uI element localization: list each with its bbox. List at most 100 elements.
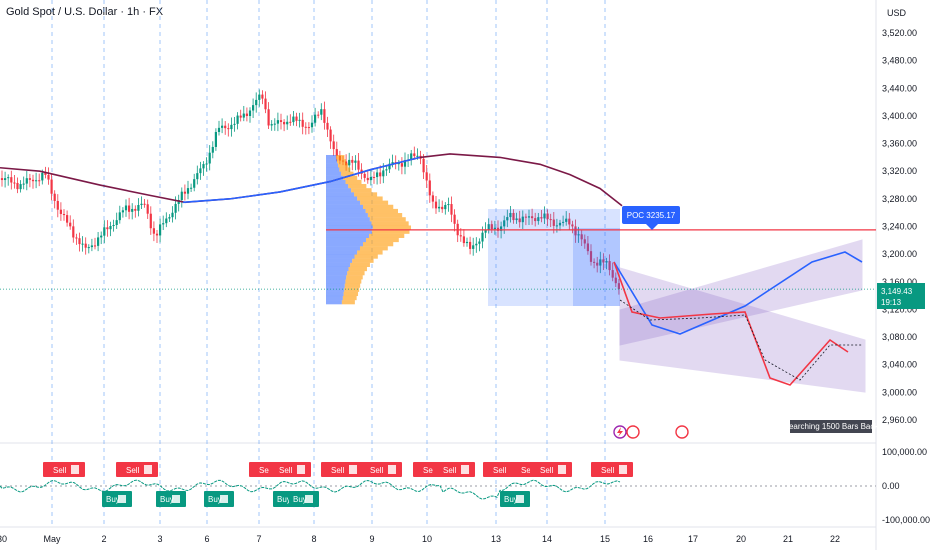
candle-body (202, 164, 205, 169)
candle-body (264, 98, 267, 110)
candle-body (190, 187, 193, 189)
candle-body (146, 204, 149, 214)
buy-tag-label: Buy (160, 495, 174, 504)
candle-body (546, 213, 549, 220)
candle-body (149, 213, 152, 229)
volume-bar-blue (326, 204, 363, 209)
lightning-event-glyph (617, 427, 623, 437)
volume-bar-orange (366, 237, 399, 243)
candle-body (75, 237, 78, 239)
candle-body (558, 222, 562, 226)
candle-body (152, 228, 155, 234)
candle-body (583, 239, 586, 244)
candle-body (524, 216, 527, 218)
candle-body (425, 172, 428, 181)
candle-body (50, 179, 53, 194)
candle-body (413, 153, 416, 157)
candle-body (605, 261, 608, 263)
candle-body (186, 188, 190, 194)
sell-arrow-icon (144, 465, 152, 474)
candle-body (332, 141, 335, 150)
channel-up (619, 239, 863, 346)
volume-bar-blue (326, 196, 358, 201)
candle-body (422, 158, 425, 173)
sell-signal-tag: Sell (43, 462, 85, 477)
volume-bar-blue (326, 154, 337, 160)
candle-body (22, 183, 25, 185)
candle-body (16, 182, 19, 190)
y-tick-label: 3,120.00 (882, 304, 917, 314)
x-tick-label: 14 (542, 534, 552, 544)
x-tick-label: 8 (311, 534, 316, 544)
volume-bar-blue (326, 221, 372, 226)
candle-body (326, 122, 329, 130)
sell-tag-label: Sell (521, 466, 535, 475)
buy-arrow-icon (220, 495, 228, 503)
y-tick-label: 2,960.00 (882, 415, 917, 425)
sell-tag-label: Sell (423, 466, 437, 475)
candle-body (462, 236, 465, 244)
candle-body (431, 195, 434, 202)
candle-body (376, 172, 379, 178)
candle-body (7, 177, 10, 179)
volume-bar-orange (341, 171, 354, 176)
sell-signal-tag: Sell (269, 462, 311, 477)
candle-body (403, 160, 407, 167)
volume-bar-blue (326, 254, 355, 259)
candle-body (66, 215, 69, 223)
channel-down (619, 267, 866, 393)
candle-body (562, 221, 565, 223)
volume-bar-orange (360, 200, 389, 205)
volume-bar-orange (345, 279, 362, 284)
price-badge-value: 3,149.43 (881, 287, 913, 296)
candle-body (459, 235, 462, 237)
candle-body (140, 203, 143, 206)
candle-body (270, 124, 273, 126)
candle-body (69, 222, 72, 227)
volume-bar-blue (326, 283, 345, 288)
candle-body (183, 191, 186, 194)
x-tick-label: 13 (491, 534, 501, 544)
candle-body (258, 94, 261, 100)
candle-body (137, 205, 140, 211)
y-tick-label: 3,440.00 (882, 83, 917, 93)
candle-body (56, 200, 59, 210)
candle-body (614, 277, 617, 284)
currency-label: USD (887, 8, 907, 18)
candle-body (366, 177, 369, 181)
volume-bar-blue (326, 258, 353, 263)
volume-bar-blue (326, 237, 367, 243)
sell-tag-label: Sell (493, 466, 507, 475)
candle-body (261, 94, 264, 99)
sell-tag-label: Sell (370, 466, 384, 475)
volume-bar-blue (326, 184, 349, 189)
y-tick-label: 3,400.00 (882, 111, 917, 121)
candle-body (574, 226, 577, 236)
candle-body (168, 217, 171, 219)
candle-body (286, 121, 289, 125)
candle-body (552, 219, 555, 226)
volume-bar-orange (351, 188, 372, 193)
volume-bar-blue (326, 175, 344, 180)
candle-body (400, 163, 403, 167)
candle-body (586, 243, 589, 252)
candle-body (19, 184, 22, 190)
candle-body (295, 116, 298, 121)
volume-bar-orange (367, 213, 403, 218)
candle-body (348, 159, 351, 166)
buy-signal-tag: Buy (500, 491, 530, 507)
candle-body (248, 110, 252, 117)
candle-body (211, 146, 214, 153)
candle-body (72, 226, 75, 238)
candle-body (589, 251, 593, 262)
sell-signal-tag: Sell (591, 462, 633, 477)
candle-body (289, 121, 292, 123)
candle-body (593, 261, 596, 263)
candle-body (450, 204, 453, 215)
volume-bar-blue (326, 179, 346, 185)
y-tick-label: 3,280.00 (882, 194, 917, 204)
volume-bar-orange (344, 283, 361, 288)
candle-body (199, 168, 202, 174)
volume-bar-orange (338, 163, 348, 168)
